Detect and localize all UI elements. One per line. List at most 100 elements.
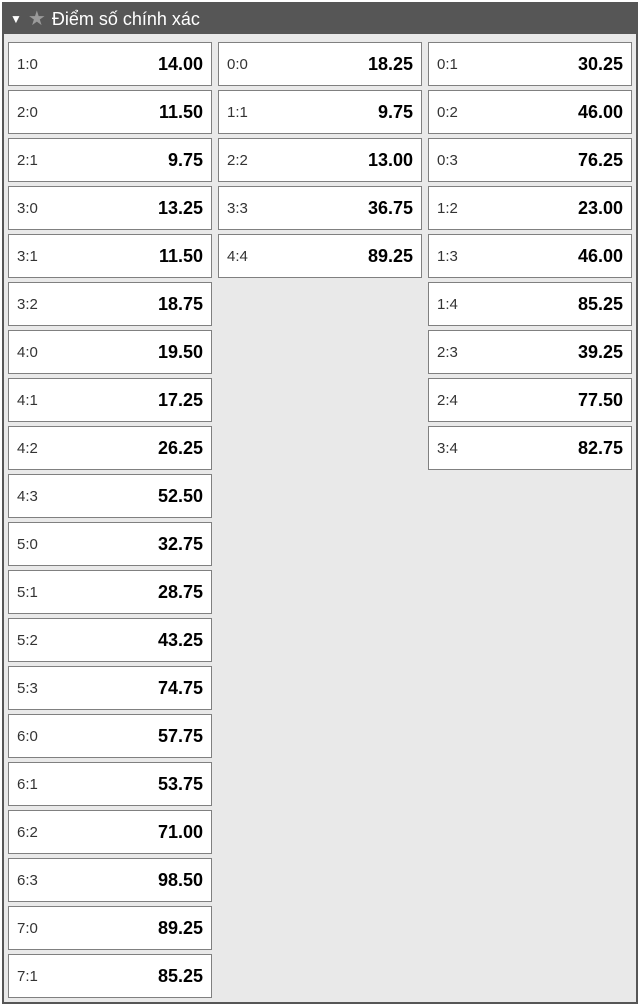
odds-cell[interactable]: 5:374.75 [8, 666, 212, 710]
panel-title: Điểm số chính xác [52, 9, 200, 30]
score-label: 1:0 [17, 56, 38, 73]
odds-value: 13.00 [368, 150, 413, 171]
odds-value: 98.50 [158, 870, 203, 891]
score-label: 5:1 [17, 584, 38, 601]
odds-value: 11.50 [159, 102, 203, 123]
odds-value: 52.50 [158, 486, 203, 507]
panel-header[interactable]: ▼ ★ Điểm số chính xác [4, 4, 636, 34]
odds-cell[interactable]: 2:477.50 [428, 378, 632, 422]
odds-cell[interactable]: 3:2 18.75 [8, 282, 212, 326]
odds-cell[interactable]: 4:4 89.25 [218, 234, 422, 278]
score-label: 2:4 [437, 392, 458, 409]
odds-cell[interactable]: 0:130.25 [428, 42, 632, 86]
odds-value: 76.25 [578, 150, 623, 171]
odds-value: 57.75 [158, 726, 203, 747]
odds-cell[interactable]: 1:3 46.00 [428, 234, 632, 278]
score-label: 1:4 [437, 296, 458, 313]
score-label: 5:0 [17, 536, 38, 553]
odds-value: 53.75 [158, 774, 203, 795]
odds-cell[interactable]: 4:3 52.50 [8, 474, 212, 518]
odds-value: 43.25 [158, 630, 203, 651]
odds-column-2: 0:130.25 0:2 46.00 0:3 76.25 1:2 23.00 1:3 46.00… [428, 42, 632, 470]
score-label: 3:1 [17, 248, 38, 265]
odds-value: 46.00 [578, 102, 623, 123]
odds-value: 26.25 [158, 438, 203, 459]
odds-cell[interactable]: 1:485.25 [428, 282, 632, 326]
score-label: 2:2 [227, 152, 248, 169]
odds-value: 39.25 [578, 342, 623, 363]
score-label: 2:3 [437, 344, 458, 361]
odds-cell[interactable]: 3:336.75 [218, 186, 422, 230]
score-label: 7:1 [17, 968, 38, 985]
odds-cell[interactable]: 2:3 39.25 [428, 330, 632, 374]
score-label: 3:0 [17, 200, 38, 217]
odds-value: 89.25 [158, 918, 203, 939]
odds-value: 32.75 [158, 534, 203, 555]
odds-cell[interactable]: 5:1 28.75 [8, 570, 212, 614]
odds-value: 9.75 [378, 102, 413, 123]
odds-cell[interactable]: 6:3 98.50 [8, 858, 212, 902]
score-label: 2:1 [17, 152, 38, 169]
odds-column-0: 1:014.002:011.502:19.753:013.253:111.503… [8, 42, 212, 998]
score-label: 1:3 [437, 248, 458, 265]
score-label: 6:1 [17, 776, 38, 793]
score-label: 4:3 [17, 488, 38, 505]
score-label: 6:2 [17, 824, 38, 841]
score-label: 0:3 [437, 152, 458, 169]
odds-cell[interactable]: 0:3 76.25 [428, 138, 632, 182]
collapse-arrow-icon: ▼ [10, 12, 22, 26]
odds-value: 9.75 [168, 150, 203, 171]
odds-value: 30.25 [578, 54, 623, 75]
odds-cell[interactable]: 5:2 43.25 [8, 618, 212, 662]
odds-cell[interactable]: 0:2 46.00 [428, 90, 632, 134]
score-label: 6:3 [17, 872, 38, 889]
odds-cell[interactable]: 2:2 13.00 [218, 138, 422, 182]
score-label: 3:4 [437, 440, 458, 457]
score-label: 1:2 [437, 200, 458, 217]
odds-cell[interactable]: 5:0 32.75 [8, 522, 212, 566]
odds-value: 13.25 [158, 198, 203, 219]
odds-cell[interactable]: 0:018.25 [218, 42, 422, 86]
odds-cell[interactable]: 3:1 11.50 [8, 234, 212, 278]
score-label: 4:0 [17, 344, 38, 361]
odds-cell[interactable]: 4:117.25 [8, 378, 212, 422]
odds-cell[interactable]: 1:014.00 [8, 42, 212, 86]
score-label: 3:2 [17, 296, 38, 313]
favorite-star-icon[interactable]: ★ [28, 9, 46, 29]
odds-cell[interactable]: 6:2 71.00 [8, 810, 212, 854]
odds-cell[interactable]: 4:0 19.50 [8, 330, 212, 374]
odds-cell[interactable]: 2:011.50 [8, 90, 212, 134]
score-label: 3:3 [227, 200, 248, 217]
odds-cell[interactable]: 6:1 53.75 [8, 762, 212, 806]
odds-value: 85.25 [158, 966, 203, 987]
odds-value: 19.50 [158, 342, 203, 363]
odds-cell[interactable]: 1:19.75 [218, 90, 422, 134]
odds-value: 82.75 [578, 438, 623, 459]
odds-cell[interactable]: 2:1 9.75 [8, 138, 212, 182]
score-label: 6:0 [17, 728, 38, 745]
score-label: 4:2 [17, 440, 38, 457]
odds-value: 89.25 [368, 246, 413, 267]
score-label: 7:0 [17, 920, 38, 937]
odds-cell[interactable]: 7:1 85.25 [8, 954, 212, 998]
odds-cell[interactable]: 1:2 23.00 [428, 186, 632, 230]
odds-cell[interactable]: 4:2 26.25 [8, 426, 212, 470]
score-label: 4:1 [17, 392, 38, 409]
odds-cell[interactable]: 3:0 13.25 [8, 186, 212, 230]
odds-cell[interactable]: 7:0 89.25 [8, 906, 212, 950]
correct-score-panel: ▼ ★ Điểm số chính xác 1:014.002:011.502:… [2, 2, 638, 1004]
odds-value: 28.75 [158, 582, 203, 603]
odds-columns: 1:014.002:011.502:19.753:013.253:111.503… [4, 34, 636, 1002]
odds-value: 18.75 [158, 294, 203, 315]
score-label: 5:3 [17, 680, 38, 697]
odds-cell[interactable]: 6:0 57.75 [8, 714, 212, 758]
odds-value: 23.00 [578, 198, 623, 219]
odds-cell[interactable]: 3:4 82.75 [428, 426, 632, 470]
score-label: 5:2 [17, 632, 38, 649]
score-label: 0:0 [227, 56, 248, 73]
odds-value: 46.00 [578, 246, 623, 267]
odds-value: 71.00 [158, 822, 203, 843]
score-label: 0:2 [437, 104, 458, 121]
score-label: 4:4 [227, 248, 248, 265]
odds-value: 11.50 [159, 246, 203, 267]
